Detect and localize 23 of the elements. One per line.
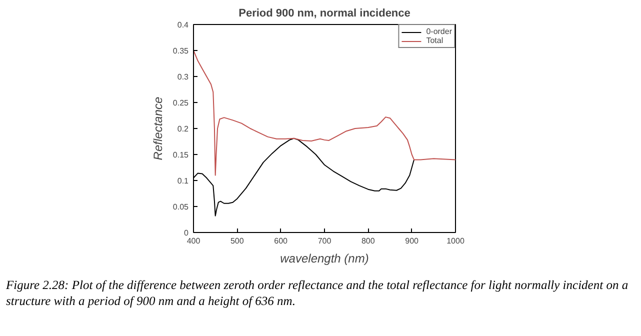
x-tick-label: 600 — [274, 236, 288, 246]
x-tick-label: 500 — [230, 236, 244, 246]
x-tick-label: 800 — [361, 236, 376, 246]
legend-label: Total — [426, 36, 444, 45]
y-tick-label: 0.2 — [177, 124, 190, 134]
x-tick-label: 700 — [318, 236, 332, 246]
x-tick-label: 1000 — [446, 236, 465, 246]
legend-label: 0-order — [426, 27, 452, 36]
y-tick-label: 0.35 — [172, 46, 190, 56]
y-tick-label: 0.3 — [177, 72, 190, 82]
y-tick-label: 0 — [184, 228, 190, 238]
y-tick-label: 0.05 — [172, 202, 190, 212]
x-axis-title: wavelength (nm) — [280, 252, 369, 266]
line-series — [194, 50, 456, 176]
y-tick-label: 0.4 — [177, 20, 190, 30]
y-tick-label: 0.1 — [177, 176, 190, 186]
caption: Figure 2.28: Plot of the difference between zeroth order reflectance and the total reflectance for light normally incident on a structure with a period of 900 nm and a height of 636 nm. — [6, 277, 630, 310]
x-tick-label: 900 — [405, 236, 420, 246]
y-tick-label: 0.15 — [172, 150, 190, 160]
y-tick-label: 0.25 — [172, 98, 190, 108]
x-tick-label: 400 — [186, 236, 201, 246]
y-axis-title: Reflectance — [150, 96, 165, 160]
chart-title: Period 900 nm, normal incidence — [238, 8, 410, 20]
